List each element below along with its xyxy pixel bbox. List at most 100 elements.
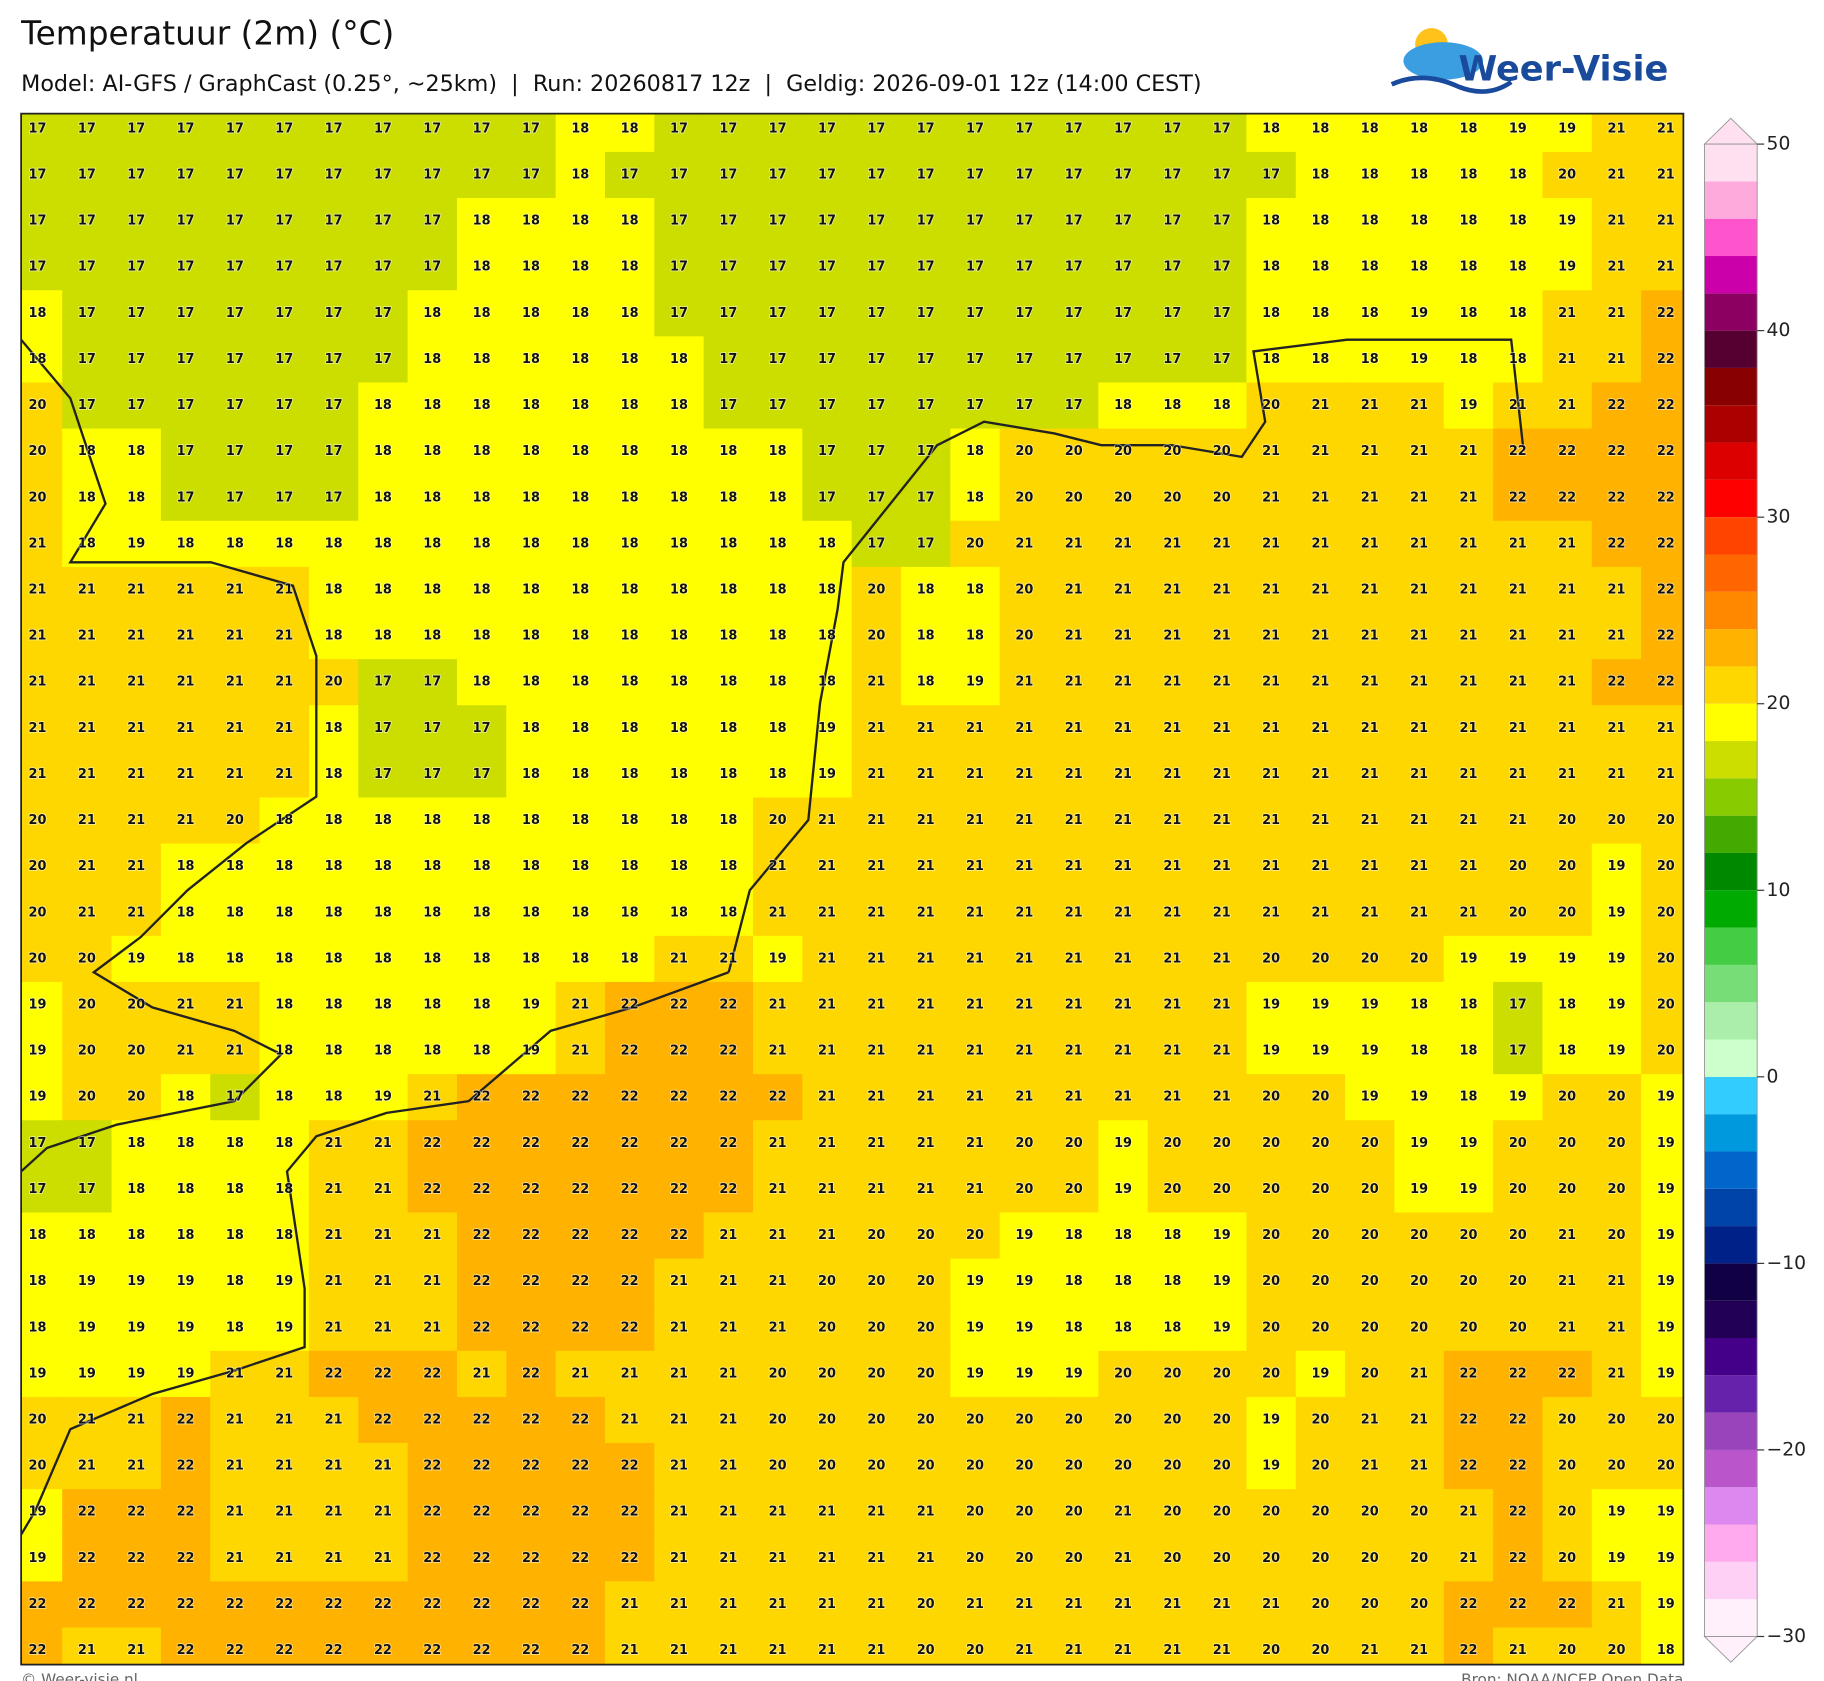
temp-cell <box>1542 1212 1593 1260</box>
temp-cell <box>1394 751 1445 799</box>
temp-cell <box>604 1627 656 1665</box>
logo-wave <box>1390 75 1513 94</box>
temp-cell <box>1345 1212 1396 1260</box>
temp-value: 18 <box>621 582 639 597</box>
temp-cell <box>1098 566 1149 614</box>
temp-value: 21 <box>1015 767 1033 782</box>
temp-value: 18 <box>473 813 491 828</box>
temp-value: 22 <box>127 1505 145 1520</box>
temp-cell <box>802 1028 853 1075</box>
colorbar-bin <box>1704 479 1758 518</box>
temp-value: 21 <box>1114 629 1132 644</box>
temp-cell <box>62 843 113 891</box>
temp-cell <box>1394 113 1445 153</box>
temp-cell <box>456 1581 507 1629</box>
temp-value: 21 <box>127 675 145 690</box>
temp-value: 17 <box>917 214 935 229</box>
temp-value: 22 <box>621 1090 639 1105</box>
temp-value: 18 <box>769 721 787 736</box>
temp-value: 18 <box>374 536 392 551</box>
temp-cell <box>1147 474 1198 522</box>
temp-cell <box>358 843 409 891</box>
temp-cell <box>1098 428 1149 476</box>
temp-value: 22 <box>1509 1459 1527 1474</box>
temp-cell <box>111 1581 162 1629</box>
temp-cell <box>456 1212 507 1260</box>
temp-value: 21 <box>719 1228 737 1243</box>
temp-value: 20 <box>1163 1505 1181 1520</box>
temp-value: 18 <box>29 1274 47 1289</box>
temp-cell <box>407 1535 458 1583</box>
temp-cell <box>210 290 261 338</box>
temp-value: 18 <box>226 1320 244 1335</box>
temp-cell <box>752 1028 804 1075</box>
temp-cell <box>1197 1120 1248 1168</box>
temp-value: 21 <box>1361 767 1379 782</box>
temp-cell <box>1443 1074 1494 1121</box>
temp-value: 21 <box>867 813 885 828</box>
temp-cell <box>506 290 557 338</box>
temp-value: 20 <box>1361 1274 1379 1289</box>
temp-value: 19 <box>966 1366 984 1381</box>
temp-value: 20 <box>917 1412 935 1427</box>
temp-value: 21 <box>719 1505 737 1520</box>
temp-value: 19 <box>1608 905 1626 920</box>
temp-value: 18 <box>423 859 441 874</box>
temp-cell <box>950 1489 1001 1536</box>
temp-cell <box>407 751 458 799</box>
temp-cell <box>654 198 705 245</box>
coast-uk <box>21 338 318 1173</box>
temp-cell <box>752 1350 804 1398</box>
temp-cell <box>1295 474 1346 522</box>
temp-cell <box>851 797 902 845</box>
temp-value: 18 <box>522 490 540 505</box>
temp-cell <box>456 843 507 891</box>
temp-cell <box>654 1396 705 1444</box>
temp-cell <box>851 1258 902 1306</box>
temp-value: 19 <box>1657 1090 1675 1105</box>
temp-value: 18 <box>127 1228 145 1243</box>
temp-cell <box>1197 1212 1248 1260</box>
temp-cell <box>358 428 409 476</box>
temp-value: 22 <box>473 1505 491 1520</box>
temp-value: 20 <box>1015 1551 1033 1566</box>
temp-cell <box>1443 336 1494 384</box>
temp-value: 21 <box>29 629 47 644</box>
temp-value: 17 <box>374 121 392 136</box>
temp-cell <box>1443 1535 1494 1583</box>
temp-cell <box>1147 981 1198 1029</box>
temp-cell <box>506 1166 557 1214</box>
temp-cell <box>308 1028 359 1075</box>
temp-cell <box>506 1212 557 1260</box>
temp-value: 17 <box>1065 260 1083 275</box>
temp-value: 21 <box>917 1136 935 1151</box>
temp-cell <box>21 1074 63 1121</box>
temp-value: 21 <box>1608 306 1626 321</box>
temp-cell <box>21 1258 63 1306</box>
temp-cell <box>1147 1350 1198 1398</box>
temp-cell <box>555 981 606 1029</box>
temp-value: 21 <box>1608 767 1626 782</box>
temp-cell <box>1197 981 1248 1029</box>
temp-cell <box>654 1166 705 1214</box>
temp-cell <box>160 1489 211 1536</box>
temp-cell <box>752 1304 804 1352</box>
temp-cell <box>1591 382 1642 430</box>
temp-value: 21 <box>1558 1228 1576 1243</box>
temp-value: 17 <box>374 767 392 782</box>
temp-value: 18 <box>275 997 293 1012</box>
temp-value: 18 <box>226 1182 244 1197</box>
temp-cell <box>111 428 162 476</box>
temp-cell <box>1641 1258 1684 1306</box>
temp-value: 20 <box>29 951 47 966</box>
temp-cell <box>21 981 63 1029</box>
temp-cell <box>1591 797 1642 845</box>
temp-value: 22 <box>621 997 639 1012</box>
temp-cell <box>358 1028 409 1075</box>
temp-value: 21 <box>966 813 984 828</box>
temp-cell <box>1394 1212 1445 1260</box>
temp-cell <box>901 1350 952 1398</box>
temp-value: 22 <box>571 1320 589 1335</box>
temp-cell <box>950 1212 1001 1260</box>
temp-cell <box>1246 1443 1297 1490</box>
